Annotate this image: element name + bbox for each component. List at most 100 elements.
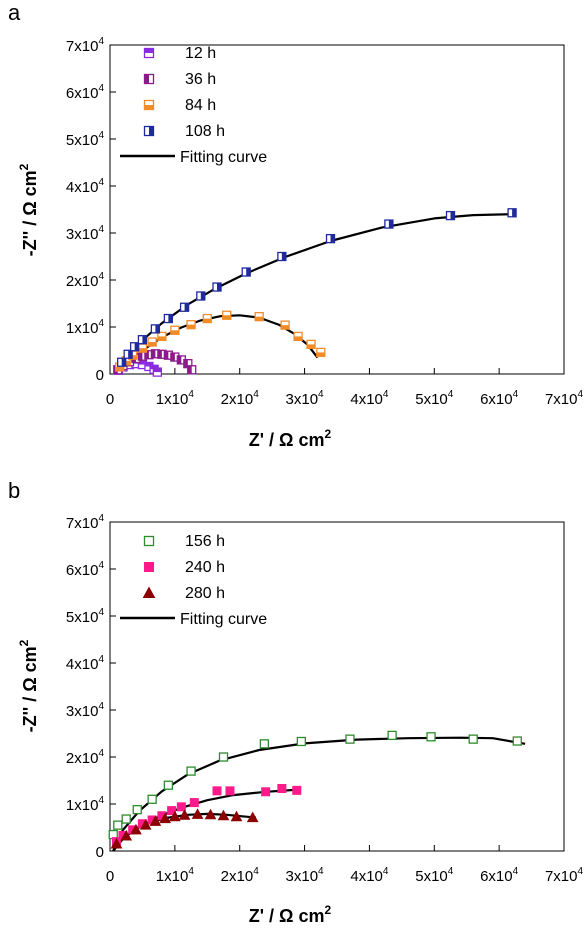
data-point-outline — [259, 739, 270, 749]
plot-frame — [109, 44, 565, 375]
legend-fit-label: Fitting curve — [180, 149, 267, 166]
y-tick-label-base: 5x10 — [66, 132, 99, 149]
x-axis-label-main: Z' / Ω cm — [249, 430, 325, 450]
y-axis-label-main: -Z'' / Ω cm — [20, 646, 40, 732]
legend-marker-fill — [144, 105, 154, 110]
data-point — [246, 811, 259, 823]
data-point-fill — [148, 342, 157, 347]
x-tick-label-exp: 4 — [188, 866, 194, 877]
data-point-fill — [316, 352, 325, 357]
y-axis-label: -Z'' / Ω cm2 — [17, 163, 40, 256]
x-tick-label-exp: 4 — [318, 389, 324, 400]
data-point-outline — [163, 780, 174, 790]
data-point — [241, 267, 251, 277]
data-point — [426, 732, 436, 742]
x-axis-label: Z' / Ω cm2 — [249, 903, 332, 926]
x-tick-label: 2x104 — [221, 866, 260, 885]
x-tick-label: 0 — [106, 391, 114, 408]
y-tick-label-exp: 4 — [98, 607, 104, 618]
y-tick-label-exp: 4 — [98, 83, 104, 94]
y-tick-label: 6x104 — [66, 560, 105, 579]
x-tick-label-exp: 4 — [253, 866, 259, 877]
x-tick-label: 3x104 — [286, 866, 325, 885]
y-tick-label-exp: 4 — [98, 748, 104, 759]
fit-curve-108h — [115, 213, 513, 375]
x-tick-label: 4x104 — [350, 866, 389, 885]
x-tick-label-base: 1x10 — [156, 868, 189, 885]
data-point-fill — [330, 234, 335, 243]
x-tick-label: 0 — [106, 868, 114, 885]
x-tick-label-base: 3x10 — [286, 868, 319, 885]
data-point-fill — [281, 325, 290, 330]
y-tick-label-base: 6x10 — [66, 562, 99, 579]
data-point — [254, 312, 264, 322]
plot-frame — [109, 521, 565, 852]
y-tick-label: 3x104 — [66, 701, 105, 720]
x-axis-label-sup: 2 — [325, 427, 332, 441]
x-tick-label: 1x104 — [156, 866, 195, 885]
data-point-fill — [222, 315, 231, 320]
legend-label: 12 h — [185, 45, 216, 62]
legend-fit-label: Fitting curve — [180, 611, 267, 628]
legend-marker — [143, 73, 155, 85]
legend-marker — [144, 562, 154, 572]
y-axis-label: -Z'' / Ω cm2 — [17, 639, 40, 732]
data-point — [277, 251, 287, 262]
x-tick-label-exp: 4 — [577, 389, 583, 400]
chart-panel-b: b0 1x104 2x104 3x104 4x104 5x104 6x104 7x10401x… — [8, 478, 583, 926]
x-tick-label: 4x104 — [350, 389, 389, 408]
x-tick-label-exp: 4 — [448, 389, 454, 400]
data-point — [137, 343, 148, 353]
data-point-fill — [294, 336, 303, 341]
data-point-fill — [157, 336, 166, 341]
data-point — [261, 787, 271, 797]
legend: 12 h 36 h 84 h 108 h Fitting curve — [120, 45, 267, 166]
data-point-fill — [168, 314, 173, 323]
y-tick-label-base: 0 — [96, 367, 104, 384]
panel-label: b — [8, 478, 20, 503]
data-point — [306, 339, 316, 350]
data-point — [202, 313, 212, 324]
data-point-fill — [142, 335, 147, 344]
y-tick-label: 2x104 — [66, 271, 105, 290]
legend-label: 280 h — [185, 585, 225, 602]
data-point — [293, 331, 303, 342]
data-point — [163, 780, 174, 790]
x-tick-label-exp: 4 — [513, 866, 519, 877]
chart-panel-a: a0 1x104 2x104 3x104 4x104 5x104 6x104 7x10401x… — [8, 0, 583, 450]
data-point-outline — [468, 734, 478, 744]
x-tick-label-base: 1x10 — [156, 391, 189, 408]
y-tick-label-base: 7x10 — [66, 38, 99, 55]
data-point-fill — [134, 342, 139, 351]
x-tick-label-base: 2x10 — [221, 391, 254, 408]
data-point — [150, 324, 161, 334]
x-tick-label-base: 6x10 — [480, 868, 513, 885]
data-point-fill — [170, 330, 179, 335]
data-point — [157, 331, 167, 342]
y-tick-label-base: 3x10 — [66, 703, 99, 720]
data-point — [187, 365, 197, 375]
legend-label: 156 h — [185, 533, 225, 550]
y-tick-label-base: 1x10 — [66, 797, 99, 814]
data-point-fill — [150, 365, 159, 370]
data-point — [117, 357, 127, 367]
data-point — [129, 342, 140, 352]
data-point-outline — [387, 730, 397, 741]
data-point — [445, 210, 456, 221]
x-tick-label-exp: 4 — [383, 866, 389, 877]
panel-label: a — [8, 0, 21, 25]
x-tick-label: 6x104 — [480, 866, 519, 885]
x-tick-label-base: 5x10 — [415, 868, 448, 885]
data-point-fill — [128, 350, 133, 359]
data-point-fill — [144, 362, 153, 367]
legend-label: 36 h — [185, 71, 216, 88]
y-tick-label: 5x104 — [66, 130, 105, 149]
y-tick-label: 4x104 — [66, 177, 105, 196]
legend-label: 240 h — [185, 559, 225, 576]
data-point — [280, 320, 290, 330]
legend-marker — [142, 586, 156, 598]
legend-marker — [143, 47, 155, 59]
data-point — [120, 829, 133, 841]
x-tick-label-base: 0 — [106, 868, 114, 885]
data-point — [292, 785, 302, 795]
